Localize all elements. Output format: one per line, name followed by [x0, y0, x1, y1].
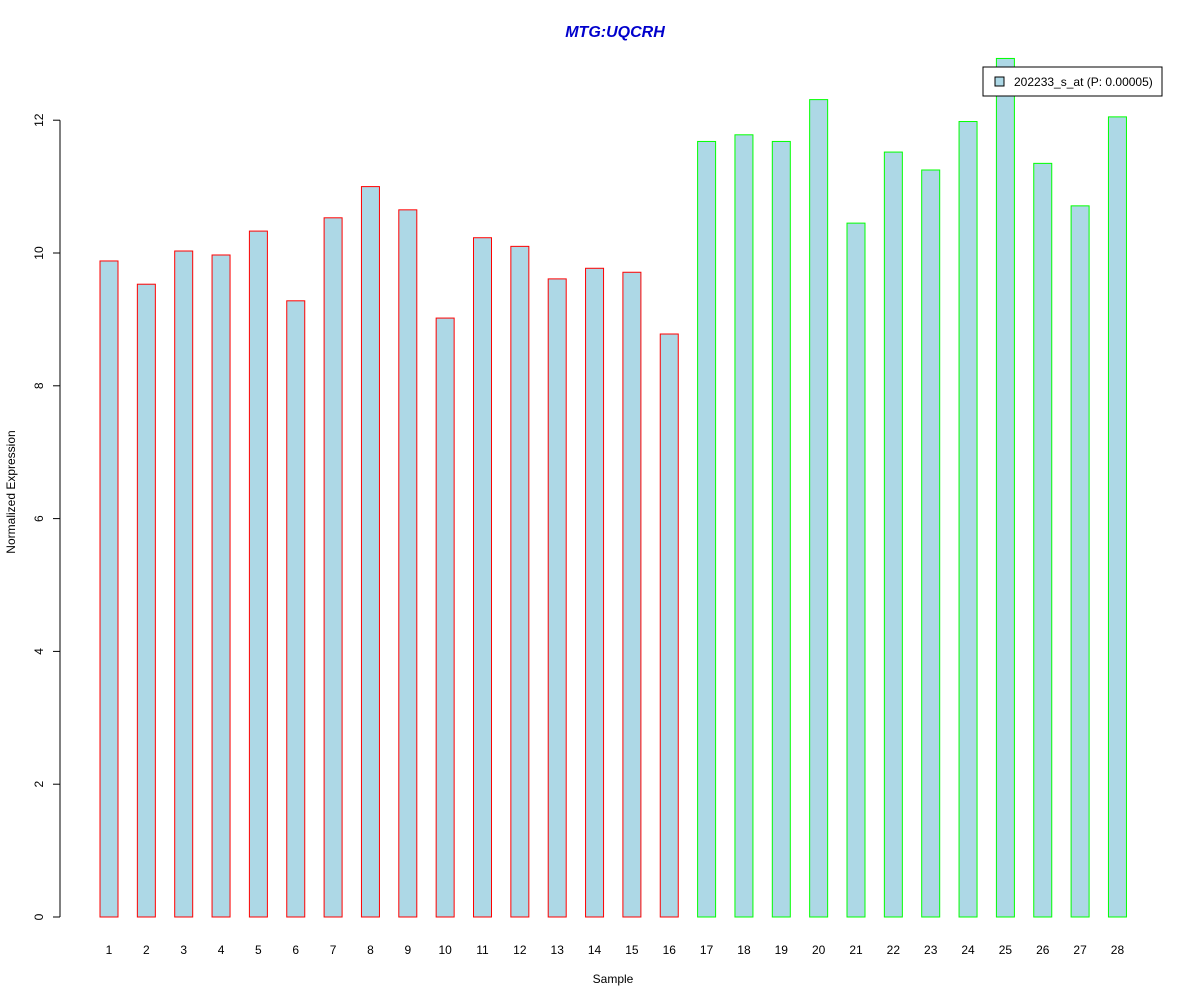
x-tick-label: 18 — [737, 943, 751, 957]
bar-sample-7 — [323, 217, 343, 918]
bar-sample-25 — [995, 57, 1015, 918]
bar-sample-13 — [547, 278, 567, 918]
bar-sample-6 — [286, 300, 306, 918]
bar-sample-5 — [248, 230, 268, 918]
x-tick-label: 1 — [106, 943, 113, 957]
x-tick-label: 2 — [143, 943, 150, 957]
x-tick-label: 24 — [961, 943, 975, 957]
x-tick-label: 27 — [1073, 943, 1087, 957]
x-tick-label: 17 — [700, 943, 714, 957]
x-tick-label: 19 — [775, 943, 789, 957]
bar-sample-28 — [1107, 116, 1127, 918]
y-tick-label: 10 — [32, 246, 46, 260]
x-tick-label: 6 — [292, 943, 299, 957]
y-tick-label: 12 — [32, 113, 46, 127]
legend-box — [982, 66, 1163, 97]
bar-sample-15 — [622, 271, 642, 918]
y-tick-label: 6 — [32, 515, 46, 522]
legend-label: 202233_s_at (P: 0.00005) — [1014, 75, 1153, 89]
bar-sample-22 — [883, 151, 903, 918]
x-tick-label: 8 — [367, 943, 374, 957]
bar-sample-21 — [846, 222, 866, 918]
bar-sample-9 — [398, 209, 418, 918]
x-tick-label: 12 — [513, 943, 527, 957]
bar-sample-19 — [771, 140, 791, 918]
y-axis: 0 2 4 6 8 10 12 — [32, 113, 61, 920]
x-tick-labels: 1 2 3 4 5 6 7 8 9 10 11 12 13 14 15 16 17 18 19 20 21 22 23 24 2… — [106, 943, 1125, 957]
x-tick-label: 20 — [812, 943, 826, 957]
bar-sample-1 — [99, 260, 119, 918]
legend: 202233_s_at (P: 0.00005) — [982, 66, 1163, 97]
bar-sample-3 — [174, 250, 194, 918]
x-tick-label: 9 — [404, 943, 411, 957]
bar-sample-20 — [809, 99, 829, 918]
bar-sample-23 — [921, 169, 941, 918]
x-tick-label: 14 — [588, 943, 602, 957]
x-tick-label: 21 — [849, 943, 863, 957]
y-tick-label: 0 — [32, 913, 46, 920]
bar-sample-8 — [360, 186, 380, 918]
x-tick-label: 23 — [924, 943, 938, 957]
bar-sample-11 — [473, 237, 492, 918]
bar-sample-14 — [585, 267, 605, 918]
x-tick-label: 16 — [663, 943, 677, 957]
x-tick-label: 7 — [330, 943, 337, 957]
y-tick-label: 8 — [32, 382, 46, 389]
y-axis-label: Normalized Expression — [4, 430, 18, 553]
bar-sample-10 — [435, 317, 455, 918]
bar-sample-18 — [734, 134, 754, 918]
y-tick-label: 2 — [32, 781, 46, 788]
bars-group — [99, 57, 1127, 918]
bar-sample-17 — [697, 140, 717, 918]
x-tick-label: 22 — [887, 943, 901, 957]
bar-sample-27 — [1070, 205, 1090, 918]
bar-sample-2 — [136, 283, 156, 918]
x-tick-label: 25 — [999, 943, 1013, 957]
bar-sample-24 — [958, 121, 978, 918]
chart-title: MTG:UQCRH — [565, 24, 665, 41]
x-tick-label: 10 — [438, 943, 452, 957]
legend-swatch — [994, 76, 1005, 87]
x-axis-label: Sample — [593, 972, 634, 986]
bar-sample-16 — [659, 333, 679, 918]
x-tick-label: 5 — [255, 943, 262, 957]
x-tick-label: 4 — [218, 943, 225, 957]
x-tick-label: 11 — [476, 943, 489, 957]
x-tick-label: 3 — [180, 943, 187, 957]
bar-sample-4 — [211, 254, 231, 918]
bar-sample-12 — [510, 245, 530, 918]
y-tick-label: 4 — [32, 648, 46, 655]
x-tick-label: 13 — [551, 943, 565, 957]
x-tick-label: 26 — [1036, 943, 1050, 957]
x-tick-label: 15 — [625, 943, 639, 957]
x-tick-label: 28 — [1111, 943, 1125, 957]
bar-sample-26 — [1033, 162, 1053, 918]
